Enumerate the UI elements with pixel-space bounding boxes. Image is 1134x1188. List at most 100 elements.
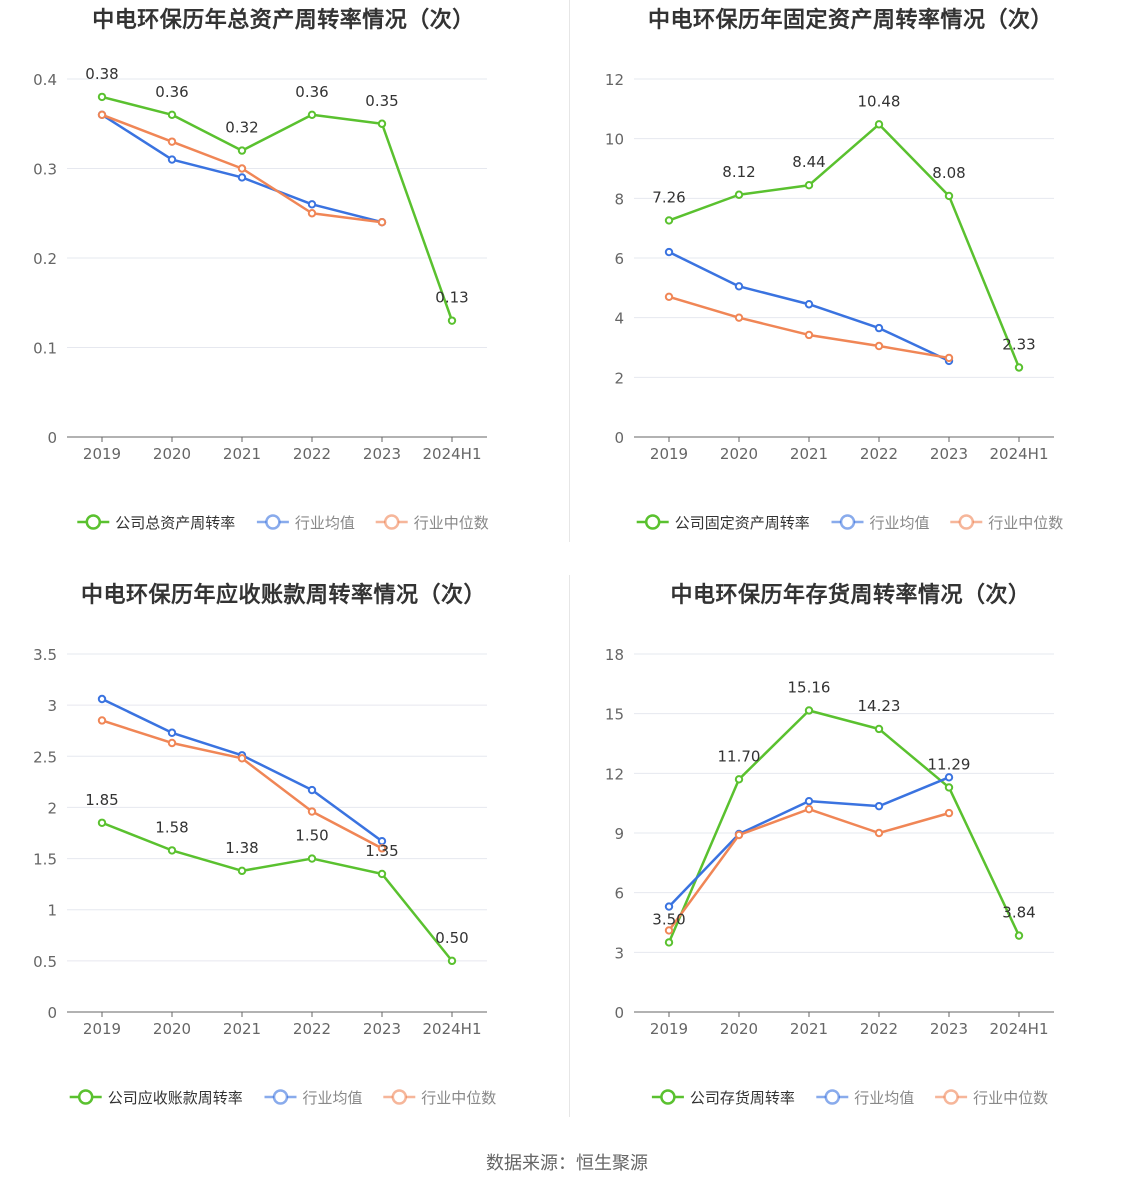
series-line-company [667, 709, 1021, 943]
legend-item-avg: 行业均值 [831, 514, 930, 532]
data-point-company [734, 190, 744, 199]
legend-item-median: 行业中位数 [375, 514, 489, 532]
data-label: 0.32 [225, 119, 258, 137]
y-tick-label: 0.4 [33, 71, 57, 89]
y-tick-label: 0 [47, 1004, 57, 1022]
x-tick-label: 2022 [293, 445, 331, 463]
data-label: 0.50 [435, 929, 468, 947]
data-point-avg [167, 728, 177, 737]
panel-divider-top [569, 0, 570, 542]
legend-marker [644, 514, 661, 530]
data-point-avg [944, 773, 954, 782]
chart-title: 中电环保历年应收账款周转率情况（次） [80, 583, 486, 608]
data-label: 1.58 [155, 818, 188, 836]
legend-item-company: 公司应收账款周转率 [69, 1089, 243, 1107]
data-point-median [97, 110, 107, 120]
data-point-median [664, 926, 674, 935]
data-point-median [237, 164, 247, 173]
data-label: 1.38 [225, 839, 258, 857]
data-point-avg [874, 323, 884, 333]
data-label: 0.36 [155, 83, 188, 101]
data-point-avg [874, 801, 884, 811]
x-tick-label: 2023 [363, 1020, 401, 1038]
data-point-median [944, 353, 954, 363]
data-point-avg [804, 796, 814, 806]
chart-svg: 0 0.5 1 1.5 2 2.5 3 3.5 2019 2020 2021 2022 2023 2024… [33, 646, 496, 1107]
data-point-median [377, 844, 387, 853]
y-tick-label: 3.5 [33, 646, 57, 664]
data-point-company [167, 110, 177, 120]
data-label: 0.35 [365, 92, 398, 110]
x-tick-label: 2020 [720, 1020, 758, 1038]
series-line-company [101, 95, 454, 322]
data-point-company [804, 706, 814, 715]
x-tick-label: 2019 [83, 445, 121, 463]
legend-label: 公司存货周转率 [690, 1089, 795, 1107]
data-label: 3.50 [652, 910, 685, 928]
data-point-company [804, 181, 814, 190]
data-point-company [237, 146, 247, 155]
data-label: 8.12 [722, 163, 755, 181]
y-tick-label: 6 [614, 250, 624, 268]
x-tick-label: 2021 [223, 1020, 261, 1038]
x-tick-label: 2020 [153, 445, 191, 463]
data-point-company [307, 854, 317, 863]
y-tick-label: 9 [614, 825, 624, 843]
series-line-avg [101, 697, 383, 843]
data-point-company [97, 818, 107, 827]
data-point-median [944, 808, 954, 818]
legend-label: 行业均值 [870, 514, 930, 532]
data-point-median [874, 828, 884, 838]
legend-marker [660, 1089, 676, 1105]
y-tick-label: 2.5 [33, 748, 57, 766]
legend-item-company: 公司存货周转率 [651, 1089, 795, 1107]
legend-label: 公司应收账款周转率 [108, 1089, 243, 1107]
y-tick-label: 2 [47, 799, 57, 817]
x-tick-label: 2024H1 [990, 445, 1049, 463]
series-line-median [667, 807, 950, 932]
data-label: 11.29 [928, 755, 971, 773]
y-tick-label: 2 [614, 369, 624, 387]
legend-marker [943, 1089, 959, 1105]
chart-panel-total-asset-turnover: 中电环保历年总资产周转率情况（次） 0 0.1 0.2 0.3 0.4 2019 2020 2… [0, 0, 567, 575]
chart-svg: 0 2 4 6 8 10 12 2019 2020 2021 2022 2023 2024H1 7.26 8… [605, 71, 1063, 532]
data-point-avg [734, 282, 744, 291]
data-point-company [874, 120, 884, 129]
legend-marker [85, 514, 102, 530]
x-tick-label: 2021 [790, 1020, 828, 1038]
legend-item-company: 公司总资产周转率 [77, 514, 235, 532]
x-tick-label: 2020 [720, 445, 758, 463]
data-point-company [97, 92, 107, 102]
legend-label: 行业均值 [295, 514, 355, 532]
data-point-median [167, 738, 177, 748]
legend-label: 行业中位数 [973, 1089, 1048, 1107]
y-tick-label: 0.1 [33, 340, 57, 358]
data-point-median [237, 754, 247, 763]
data-point-company [734, 775, 744, 784]
legend-label: 行业中位数 [988, 514, 1063, 532]
data-point-company [944, 783, 954, 792]
legend-marker [824, 1089, 841, 1105]
legend-marker [958, 514, 975, 530]
data-point-median [734, 313, 744, 322]
series-line-median [101, 719, 383, 850]
x-tick-label: 2019 [650, 1020, 688, 1038]
y-tick-label: 3 [614, 944, 624, 962]
y-tick-label: 0 [614, 1004, 624, 1022]
chart-svg: 0 0.1 0.2 0.3 0.4 2019 2020 2021 2022 2023 2024H1 0… [33, 65, 489, 532]
data-label: 0.38 [85, 65, 118, 83]
legend-label: 行业均值 [303, 1089, 363, 1107]
data-label: 10.48 [858, 92, 901, 110]
x-tick-label: 2022 [860, 445, 898, 463]
y-tick-label: 0 [614, 429, 624, 447]
data-point-avg [167, 155, 177, 164]
legend-item-company: 公司固定资产周转率 [636, 514, 810, 532]
y-tick-label: 0.5 [33, 953, 57, 971]
data-point-median [97, 716, 107, 725]
legend-marker [839, 514, 856, 530]
legend-label: 行业中位数 [414, 514, 489, 532]
series-line-company [668, 123, 1021, 368]
legend-marker [265, 514, 281, 530]
data-label: 2.33 [1002, 335, 1035, 353]
legend-item-median: 行业中位数 [935, 1089, 1048, 1107]
